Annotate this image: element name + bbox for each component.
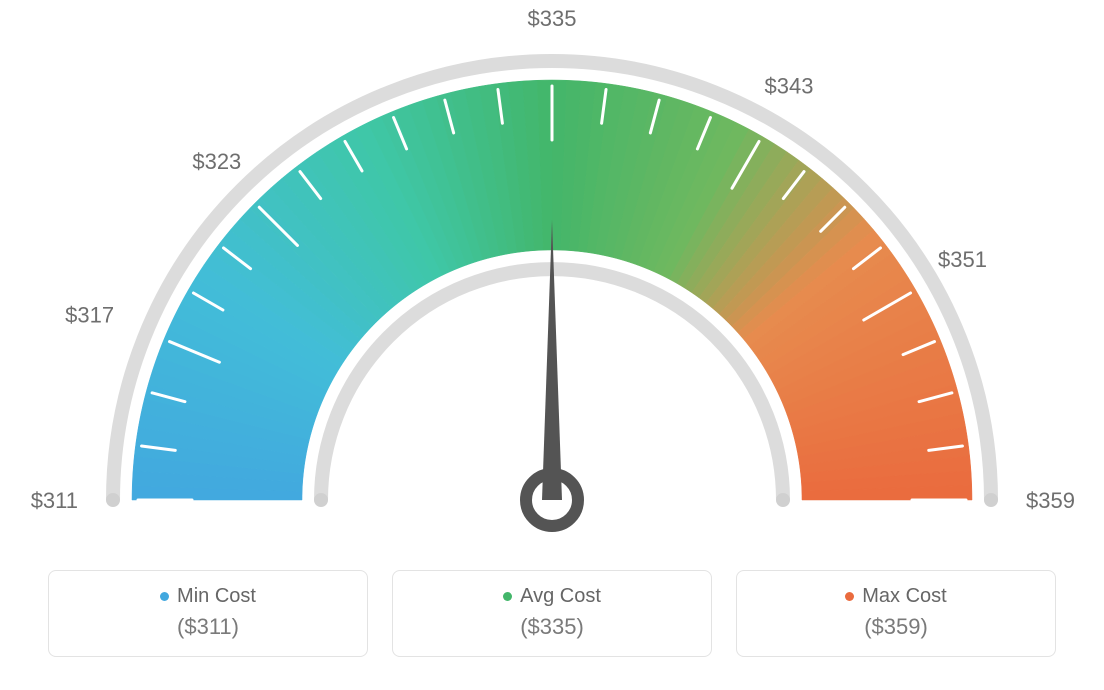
gauge-tick-label: $359 [1026,488,1075,513]
legend-value-min: ($311) [59,614,357,640]
legend-value-max: ($359) [747,614,1045,640]
gauge-tick-label: $351 [938,247,987,272]
gauge-tick-label: $335 [528,6,577,31]
legend-label-max: Max Cost [845,585,946,608]
dot-icon [160,592,169,601]
cost-gauge: $311 $317 $323 $335 $343 $351 $359 [0,0,1104,560]
legend-card-max: Max Cost ($359) [736,570,1056,657]
dot-icon [845,592,854,601]
legend-card-min: Min Cost ($311) [48,570,368,657]
gauge-tick-label: $311 [31,488,78,513]
legend-label-min: Min Cost [160,585,256,608]
legend-label-text: Avg Cost [520,585,601,608]
gauge-tick-label: $343 [765,74,814,99]
legend-label-avg: Avg Cost [503,585,601,608]
legend-row: Min Cost ($311) Avg Cost ($335) Max Cost… [0,570,1104,657]
gauge-tick-label: $317 [65,303,114,328]
legend-value-avg: ($335) [403,614,701,640]
gauge-tick-label: $323 [192,149,241,174]
legend-label-text: Max Cost [862,585,946,608]
legend-label-text: Min Cost [177,585,256,608]
dot-icon [503,592,512,601]
gauge-needle [542,220,562,500]
legend-card-avg: Avg Cost ($335) [392,570,712,657]
